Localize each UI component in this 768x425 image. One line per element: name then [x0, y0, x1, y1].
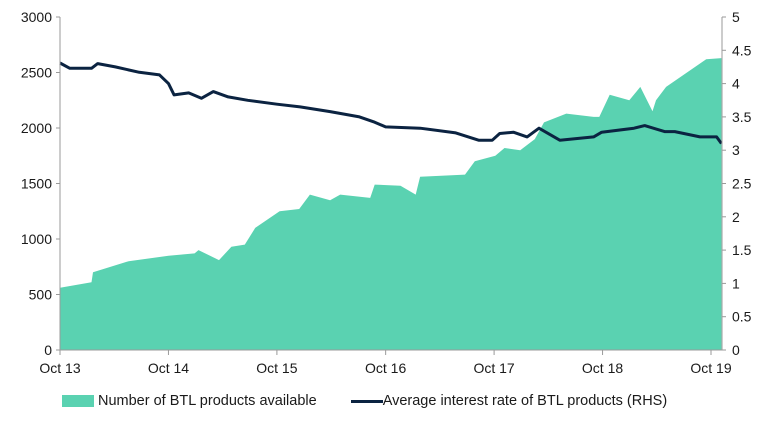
x-tick-label: Oct 13 — [39, 360, 80, 376]
x-tick-label: Oct 17 — [473, 360, 514, 376]
x-tick-label: Oct 18 — [582, 360, 623, 376]
y2-tick-label: 5 — [732, 9, 740, 25]
y2-tick-label: 3 — [732, 142, 740, 158]
area-layer — [60, 58, 722, 350]
legend-swatch-line — [350, 399, 383, 403]
y2-tick-label: 1 — [732, 275, 740, 291]
y2-tick-label: 2.5 — [732, 176, 752, 192]
legend: Number of BTL products available Average… — [62, 393, 667, 409]
x-tick-label: Oct 16 — [365, 360, 406, 376]
y2-tick-label: 0.5 — [732, 309, 752, 325]
rate-line — [59, 61, 723, 145]
y-tick-label: 3000 — [21, 9, 52, 25]
x-tick-label: Oct 14 — [148, 360, 189, 376]
y-tick-label: 0 — [44, 342, 52, 358]
y2-tick-label: 2 — [732, 209, 740, 225]
y-tick-label: 2500 — [21, 65, 52, 81]
legend-label-rate: Average interest rate of BTL products (R… — [382, 393, 668, 409]
y-tick-label: 1500 — [21, 176, 52, 192]
axes: 0 500 1000 1500 2000 2500 3000 0 0.5 1 1.5 2 2.5 3 3.5… — [21, 9, 752, 376]
legend-swatch-area — [62, 395, 94, 407]
y-tick-label: 1000 — [21, 231, 52, 247]
x-tick-label: Oct 19 — [690, 360, 731, 376]
y2-tick-label: 4 — [732, 76, 740, 92]
y-tick-label: 500 — [29, 287, 53, 303]
y2-tick-label: 0 — [732, 342, 740, 358]
line-layer — [59, 61, 723, 145]
legend-label-products: Number of BTL products available — [98, 393, 317, 409]
x-tick-label: Oct 15 — [256, 360, 297, 376]
y2-tick-label: 3.5 — [732, 109, 752, 125]
y2-tick-label: 1.5 — [732, 242, 752, 258]
y2-tick-label: 4.5 — [732, 42, 752, 58]
products-area — [60, 58, 722, 350]
y-tick-label: 2000 — [21, 120, 52, 136]
